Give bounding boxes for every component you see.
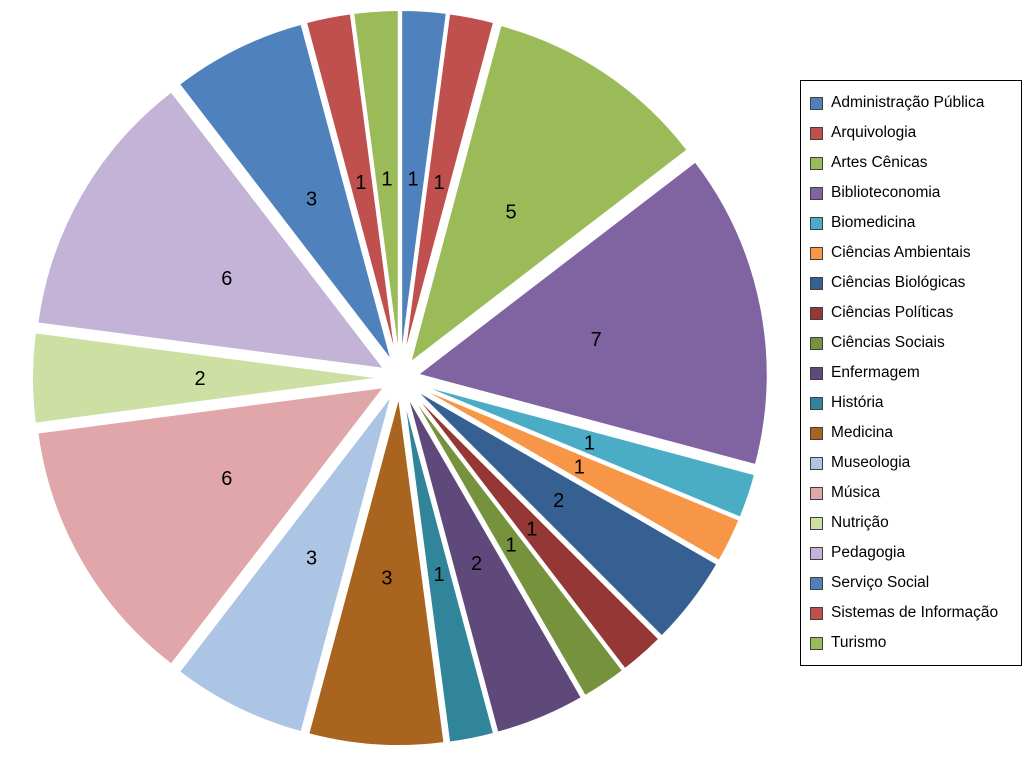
- slice-value-label-17: 1: [355, 172, 366, 194]
- legend-item: Arquivologia: [810, 118, 1017, 148]
- slice-value-label-11: 3: [381, 568, 392, 590]
- pie-slice-8: [409, 392, 625, 698]
- legend-label: Sistemas de Informação: [831, 604, 999, 621]
- slice-value-label-15: 6: [221, 268, 232, 290]
- slice-value-label-8: 1: [506, 534, 517, 556]
- legend-label: Museologia: [831, 454, 911, 471]
- legend-label: Serviço Social: [831, 574, 930, 591]
- legend-swatch-icon: [810, 276, 823, 290]
- legend: Administração Pública Arquivologia Artes C…: [800, 80, 1022, 666]
- legend-item: Ciências Políticas: [810, 298, 1017, 328]
- legend-swatch-icon: [810, 336, 823, 350]
- pie-slice-1: [402, 12, 496, 361]
- slice-value-label-14: 2: [194, 368, 205, 390]
- legend-item: Biomedicina: [810, 208, 1017, 238]
- legend-swatch-icon: [810, 246, 823, 260]
- legend-label: Administração Pública: [831, 94, 985, 111]
- legend-swatch-icon: [810, 306, 823, 320]
- legend-swatch-icon: [810, 576, 823, 590]
- slice-value-label-5: 1: [574, 456, 585, 478]
- legend-label: Ciências Ambientais: [831, 244, 971, 261]
- legend-swatch-icon: [810, 486, 823, 500]
- slice-value-label-6: 2: [553, 490, 564, 512]
- pie-slice-16: [177, 22, 394, 363]
- legend-item: Administração Pública: [810, 88, 1017, 118]
- legend-label: Música: [831, 484, 881, 501]
- slice-value-label-10: 1: [433, 564, 444, 586]
- pie-slice-2: [408, 23, 690, 366]
- legend-label: Biblioteconomia: [831, 184, 941, 201]
- legend-label: Turismo: [831, 634, 887, 651]
- legend-swatch-icon: [810, 456, 823, 470]
- slice-value-label-9: 2: [471, 553, 482, 575]
- slice-value-label-12: 3: [306, 547, 317, 569]
- legend-item: Nutrição: [810, 508, 1017, 538]
- legend-label: Medicina: [831, 424, 894, 441]
- legend-item: Ciências Sociais: [810, 328, 1017, 358]
- legend-item: Ciências Biológicas: [810, 268, 1017, 298]
- legend-swatch-icon: [810, 426, 823, 440]
- legend-item: Enfermagem: [810, 358, 1017, 388]
- legend-item: Biblioteconomia: [810, 178, 1017, 208]
- legend-item: Pedagogia: [810, 538, 1017, 568]
- legend-item: Ciências Ambientais: [810, 238, 1017, 268]
- slice-value-label-7: 1: [526, 518, 537, 540]
- legend-swatch-icon: [810, 186, 823, 200]
- pie-slice-18: [352, 9, 400, 361]
- pie-slice-7: [411, 390, 661, 671]
- legend-label: Pedagogia: [831, 544, 906, 561]
- legend-label: Biomedicina: [831, 214, 916, 231]
- pie-slice-4: [416, 382, 757, 520]
- slice-value-label-16: 3: [306, 189, 317, 211]
- legend-swatch-icon: [810, 96, 823, 110]
- legend-item: Medicina: [810, 418, 1017, 448]
- legend-item: Música: [810, 478, 1017, 508]
- legend-swatch-icon: [810, 126, 823, 140]
- legend-item: Artes Cênicas: [810, 148, 1017, 178]
- legend-item: Museologia: [810, 448, 1017, 478]
- slice-value-label-13: 6: [221, 468, 232, 490]
- legend-swatch-icon: [810, 216, 823, 230]
- pie-slice-17: [304, 12, 398, 361]
- pie-slice-0: [400, 9, 448, 361]
- legend-item: Sistemas de Informação: [810, 598, 1017, 628]
- pie-slice-12: [177, 393, 394, 734]
- slice-value-label-4: 1: [584, 432, 595, 454]
- legend-label: Ciências Biológicas: [831, 274, 966, 291]
- slice-value-label-3: 7: [591, 329, 602, 351]
- pie-slice-5: [415, 385, 741, 563]
- pie-slice-13: [36, 385, 387, 667]
- legend-label: Nutrição: [831, 514, 889, 531]
- pie-slice-9: [405, 394, 584, 734]
- pie-slice-11: [307, 395, 446, 747]
- pie-slice-10: [402, 395, 496, 744]
- pie-slice-6: [413, 388, 719, 638]
- legend-swatch-icon: [810, 636, 823, 650]
- legend-swatch-icon: [810, 366, 823, 380]
- slice-value-label-18: 1: [381, 168, 392, 190]
- legend-item: Turismo: [810, 628, 1017, 658]
- legend-swatch-icon: [810, 546, 823, 560]
- legend-swatch-icon: [810, 606, 823, 620]
- legend-item: Serviço Social: [810, 568, 1017, 598]
- pie-slice-14: [30, 331, 383, 425]
- pie-slice-15: [36, 89, 387, 371]
- slice-value-label-1: 1: [433, 172, 444, 194]
- legend-swatch-icon: [810, 396, 823, 410]
- legend-label: Arquivologia: [831, 124, 917, 141]
- slice-value-label-2: 5: [506, 202, 517, 224]
- legend-label: Enfermagem: [831, 364, 920, 381]
- legend-label: Ciências Políticas: [831, 304, 954, 321]
- legend-label: História: [831, 394, 884, 411]
- legend-swatch-icon: [810, 516, 823, 530]
- pie-slice-3: [415, 160, 769, 467]
- legend-label: Ciências Sociais: [831, 334, 945, 351]
- legend-label: Artes Cênicas: [831, 154, 928, 171]
- legend-item: História: [810, 388, 1017, 418]
- legend-swatch-icon: [810, 156, 823, 170]
- slice-value-label-0: 1: [408, 168, 419, 190]
